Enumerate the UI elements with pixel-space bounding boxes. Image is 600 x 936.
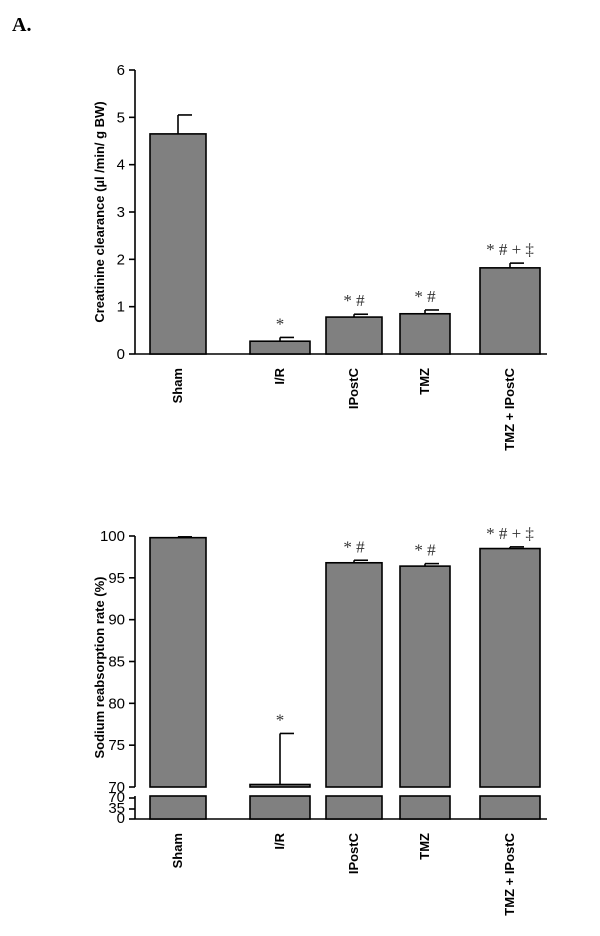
significance-label: * # [414,287,436,306]
y-tick-label: 2 [117,251,125,268]
bar-lower [149,795,207,820]
x-tick-label: TMZ [417,833,432,860]
y-axis-label: Sodium reabsorption rate (%) [92,576,107,758]
y-tick-label: 0 [117,346,125,363]
bar-lower [479,795,541,820]
x-tick-label: IPostC [346,832,361,874]
bar-upper [149,536,207,788]
x-tick-label: Sham [170,833,185,868]
bar [149,133,207,355]
y-tick-label: 4 [117,157,125,174]
bar [479,267,541,355]
y-tick-label: 70 [108,779,125,796]
bar-lower [249,795,311,820]
bar-lower [325,795,383,820]
y-tick-label: 80 [108,695,125,712]
y-tick-label-lower: 70 [108,789,125,806]
y-tick-label: 5 [117,109,125,126]
x-tick-label: Sham [170,368,185,403]
creatinine-chart: 0 1 2 3 4 5 6 Creatinine clearance (µl /min/ g … [92,62,547,451]
bar [399,312,451,355]
significance-label: * # + ‡ [486,524,534,543]
bar-upper [479,547,541,788]
significance-label: * [276,314,285,333]
significance-label: * # [343,291,365,310]
bar-upper [399,565,451,788]
y-tick-label: 90 [108,612,125,629]
x-tick-label: TMZ + IPostC [502,832,517,915]
y-tick-label: 6 [117,62,125,79]
y-tick-label: 1 [117,299,125,316]
significance-label: * [276,710,285,729]
y-tick-label-lower: 0 [117,810,125,827]
x-tick-label: TMZ [417,368,432,395]
significance-label: * # [343,537,365,556]
bar-upper [249,783,311,788]
significance-label: * # + ‡ [486,240,534,259]
y-tick-label: 100 [100,528,125,545]
bar-lower [399,795,451,820]
panel-label: A. [12,14,32,36]
x-tick-label: I/R [272,367,287,384]
bar [249,340,311,355]
y-tick-label-lower: 35 [108,800,125,817]
bar-upper [325,561,383,788]
x-tick-label: IPostC [346,367,361,409]
y-tick-label: 3 [117,204,125,221]
y-tick-label: 75 [108,737,125,754]
x-tick-label: TMZ + IPostC [502,367,517,450]
y-tick-label: 95 [108,570,125,587]
y-axis-label: Creatinine clearance (µl /min/ g BW) [92,101,107,322]
significance-label: * # [414,541,436,560]
y-tick-label: 85 [108,654,125,671]
x-tick-label: I/R [272,832,287,849]
bar [325,316,383,355]
